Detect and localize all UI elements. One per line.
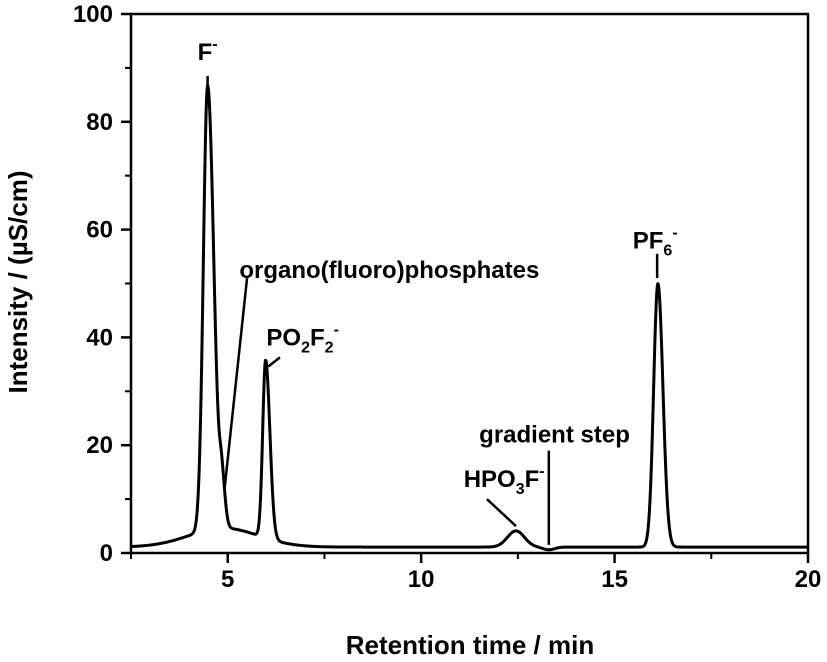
- annotation-label-fluoride: F-: [198, 36, 218, 66]
- annotation-line-organo: [223, 277, 249, 489]
- x-axis-label: Retention time / min: [346, 630, 594, 660]
- signal-trace: [129, 84, 810, 552]
- x-tick-label: 15: [601, 566, 628, 593]
- annotation-label-po2f2: PO2F2-: [266, 321, 339, 356]
- annotation-label-organo: organo(fluoro)phosphates: [239, 257, 539, 284]
- annotation-label-hpo3f: HPO3F-: [464, 463, 545, 498]
- annotation-label-part: -: [212, 36, 217, 53]
- annotation-label-part: -: [672, 224, 677, 241]
- annotation-label-part: F: [310, 324, 325, 351]
- x-tick-label: 10: [408, 566, 435, 593]
- x-tick-label: 20: [795, 566, 822, 593]
- y-axis-label: Intensity / (µS/cm): [3, 170, 33, 393]
- annotation-label-part: F: [525, 466, 540, 493]
- x-axis: 5 10 15 20: [130, 553, 822, 593]
- annotation-label-part: -: [334, 321, 339, 338]
- annotation-label-part: HPO: [464, 466, 516, 493]
- annotation-label-part: 6: [663, 242, 672, 259]
- annotation-line-hpo3f: [486, 498, 517, 527]
- annotation-label-part: 3: [516, 481, 525, 498]
- annotation-label-part: gradient step: [479, 422, 630, 449]
- annotation-label-part: PF: [633, 227, 664, 254]
- annotation-label-part: 2: [301, 339, 310, 356]
- annotation-label-part: 2: [325, 339, 334, 356]
- peak-annotations: F-organo(fluoro)phosphatesPO2F2-HPO3F-gr…: [198, 36, 678, 545]
- annotation-label-pf6: PF6-: [633, 224, 678, 259]
- annotation-label-part: organo(fluoro)phosphates: [239, 257, 539, 284]
- annotation-label-part: F: [198, 39, 213, 66]
- y-tick-label: 80: [86, 109, 113, 136]
- annotation-label-part: PO: [266, 324, 301, 351]
- y-tick-label: 40: [86, 324, 113, 351]
- y-tick-label: 20: [86, 432, 113, 459]
- annotation-label-gradient: gradient step: [479, 422, 630, 449]
- x-tick-label: 5: [221, 566, 234, 593]
- y-tick-label: 0: [100, 540, 113, 567]
- y-tick-label: 100: [73, 1, 113, 28]
- annotation-label-part: -: [539, 463, 544, 480]
- annotation-line-po2f2: [267, 356, 281, 368]
- y-tick-label: 60: [86, 217, 113, 244]
- y-axis: 0 20 40 60 80 100: [73, 1, 131, 567]
